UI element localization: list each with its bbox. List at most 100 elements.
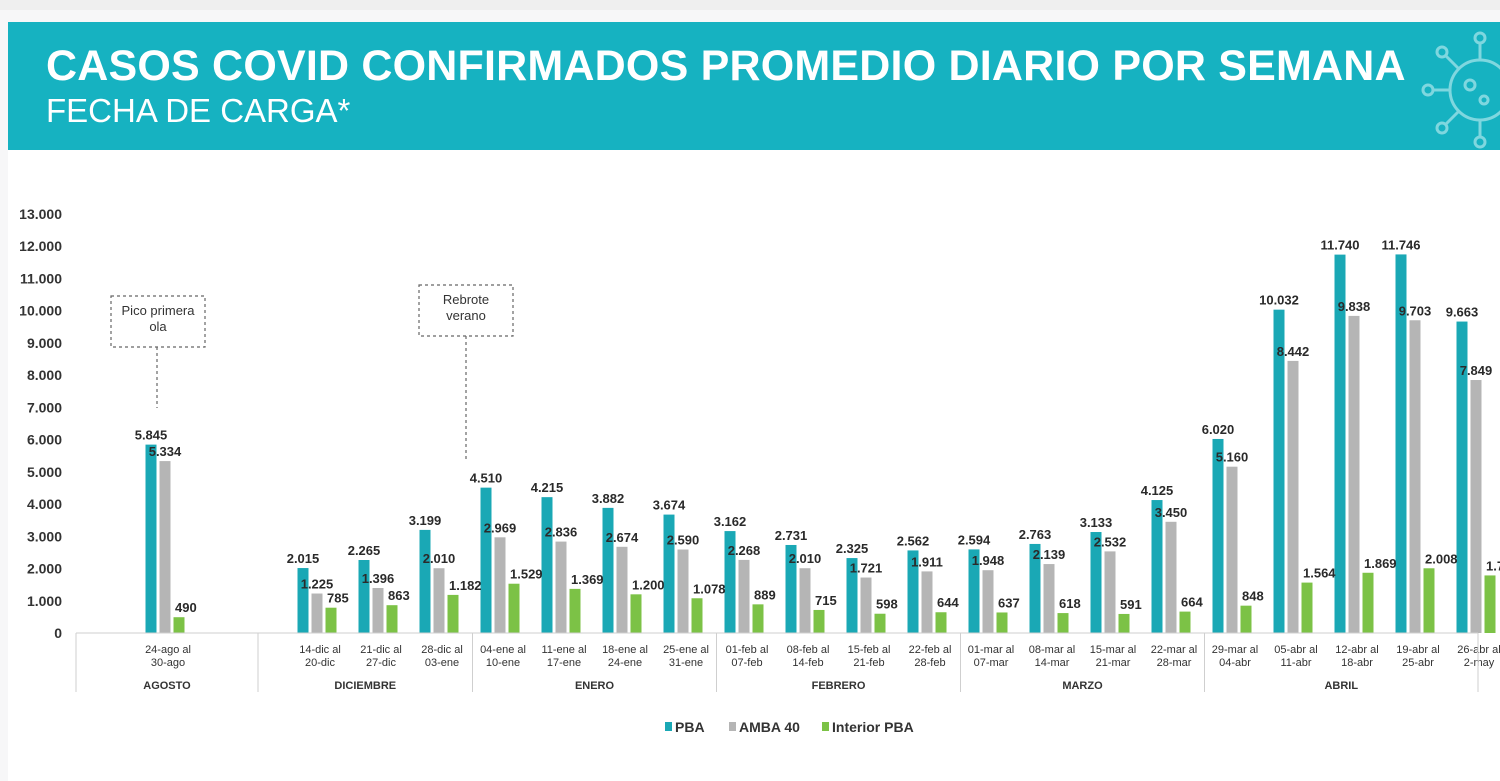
bar-interior-pba — [386, 605, 398, 633]
data-label: 4.215 — [531, 480, 564, 495]
data-label: 3.882 — [592, 491, 625, 506]
data-label: 9.703 — [1399, 303, 1432, 318]
bar-amba-40 — [555, 541, 567, 633]
x-tick-label: 31-ene — [669, 657, 703, 669]
x-tick-label: 21-dic al — [360, 644, 402, 656]
bar-interior-pba — [1057, 613, 1069, 633]
data-label: 4.510 — [470, 471, 503, 486]
bar-amba-40 — [1104, 551, 1116, 633]
bar-interior-pba — [1301, 582, 1313, 633]
data-label: 2.731 — [775, 528, 808, 543]
x-tick-label: 2-may — [1464, 657, 1495, 669]
y-tick-label: 10.000 — [19, 303, 62, 319]
data-label: 1.182 — [449, 578, 482, 593]
annotation-text: Rebrote — [443, 292, 489, 307]
x-tick-label: 24-ene — [608, 657, 642, 669]
data-label: 2.265 — [348, 543, 381, 558]
x-tick-label: 27-dic — [366, 657, 396, 669]
bar-amba-40 — [1470, 380, 1482, 633]
bar-pba — [1090, 532, 1102, 633]
annotation-text: Pico primera — [122, 303, 196, 318]
bar-pba — [602, 507, 614, 633]
x-tick-label: 28-mar — [1157, 657, 1192, 669]
bar-amba-40 — [1043, 564, 1055, 633]
y-tick-label: 2.000 — [27, 561, 62, 577]
bar-pba — [1334, 254, 1346, 633]
bar-amba-40 — [1409, 320, 1421, 633]
x-tick-label: 24-ago al — [145, 644, 191, 656]
data-label: 848 — [1242, 589, 1264, 604]
bar-pba — [1395, 254, 1407, 633]
data-label: 2.590 — [667, 533, 700, 548]
bar-amba-40 — [159, 461, 171, 633]
y-tick-label: 9.000 — [27, 335, 62, 351]
bar-pba — [846, 558, 858, 633]
chart-area — [8, 150, 1500, 781]
data-label: 863 — [388, 588, 410, 603]
x-tick-label: 01-feb al — [726, 644, 769, 656]
data-label: 3.162 — [714, 514, 747, 529]
x-tick-label: 05-abr al — [1274, 644, 1317, 656]
bar-interior-pba — [325, 607, 337, 633]
data-label: 1.396 — [362, 571, 395, 586]
data-label: 2.139 — [1033, 547, 1066, 562]
bar-pba — [1212, 438, 1224, 633]
data-label: 2.008 — [1425, 551, 1458, 566]
annotation-box — [110, 295, 206, 348]
x-tick-label: 14-mar — [1035, 657, 1070, 669]
data-label: 6.020 — [1202, 422, 1235, 437]
data-label: 2.594 — [958, 532, 991, 547]
annotation-text: ola — [149, 319, 167, 334]
bar-amba-40 — [311, 593, 323, 633]
data-label: 2.674 — [606, 530, 639, 545]
month-label: MARZO — [1062, 680, 1103, 692]
x-tick-label: 25-ene al — [663, 644, 709, 656]
y-tick-label: 4.000 — [27, 496, 62, 512]
data-label: 2.268 — [728, 543, 761, 558]
data-label: 2.015 — [287, 551, 320, 566]
data-label: 1.911 — [911, 554, 943, 569]
x-tick-label: 21-feb — [853, 657, 884, 669]
data-label: 644 — [937, 595, 959, 610]
x-tick-label: 22-feb al — [909, 644, 952, 656]
y-tick-label: 6.000 — [27, 432, 62, 448]
data-label: 715 — [815, 593, 837, 608]
legend-label: AMBA 40 — [739, 719, 800, 735]
data-label: 785 — [327, 591, 349, 606]
data-label: 5.845 — [135, 428, 168, 443]
month-label: ABRIL — [1324, 680, 1358, 692]
x-tick-label: 11-abr — [1281, 657, 1312, 669]
data-label: 2.010 — [423, 551, 456, 566]
legend-label: Interior PBA — [832, 719, 914, 735]
y-tick-label: 8.000 — [27, 367, 62, 383]
data-label: 490 — [175, 600, 197, 615]
bar-pba — [1151, 500, 1163, 633]
x-tick-label: 18-abr — [1341, 657, 1373, 669]
data-label: 889 — [754, 587, 776, 602]
y-tick-label: 5.000 — [27, 464, 62, 480]
bar-amba-40 — [372, 588, 384, 633]
bar-pba — [1456, 321, 1468, 633]
data-label: 1.721 — [850, 561, 883, 576]
data-label: 11.740 — [1320, 238, 1359, 253]
bar-interior-pba — [1118, 613, 1130, 633]
bar-pba — [1273, 309, 1285, 633]
y-tick-label: 3.000 — [27, 528, 62, 544]
bar-interior-pba — [508, 583, 520, 633]
bar-interior-pba — [1179, 611, 1191, 633]
title-banner: CASOS COVID CONFIRMADOS PROMEDIO DIARIO … — [8, 22, 1500, 150]
data-label: 3.450 — [1155, 505, 1188, 520]
y-tick-label: 7.000 — [27, 399, 62, 415]
bar-amba-40 — [921, 571, 933, 633]
virus-icon — [1421, 31, 1500, 149]
y-tick-label: 13.000 — [19, 206, 62, 222]
bar-amba-40 — [1226, 466, 1238, 633]
data-label: 2.969 — [484, 520, 517, 535]
bar-interior-pba — [996, 612, 1008, 633]
x-tick-label: 03-ene — [425, 657, 459, 669]
bar-pba — [968, 549, 980, 633]
x-tick-label: 07-mar — [974, 657, 1009, 669]
bar-pba — [480, 487, 492, 633]
bar-amba-40 — [433, 568, 445, 633]
